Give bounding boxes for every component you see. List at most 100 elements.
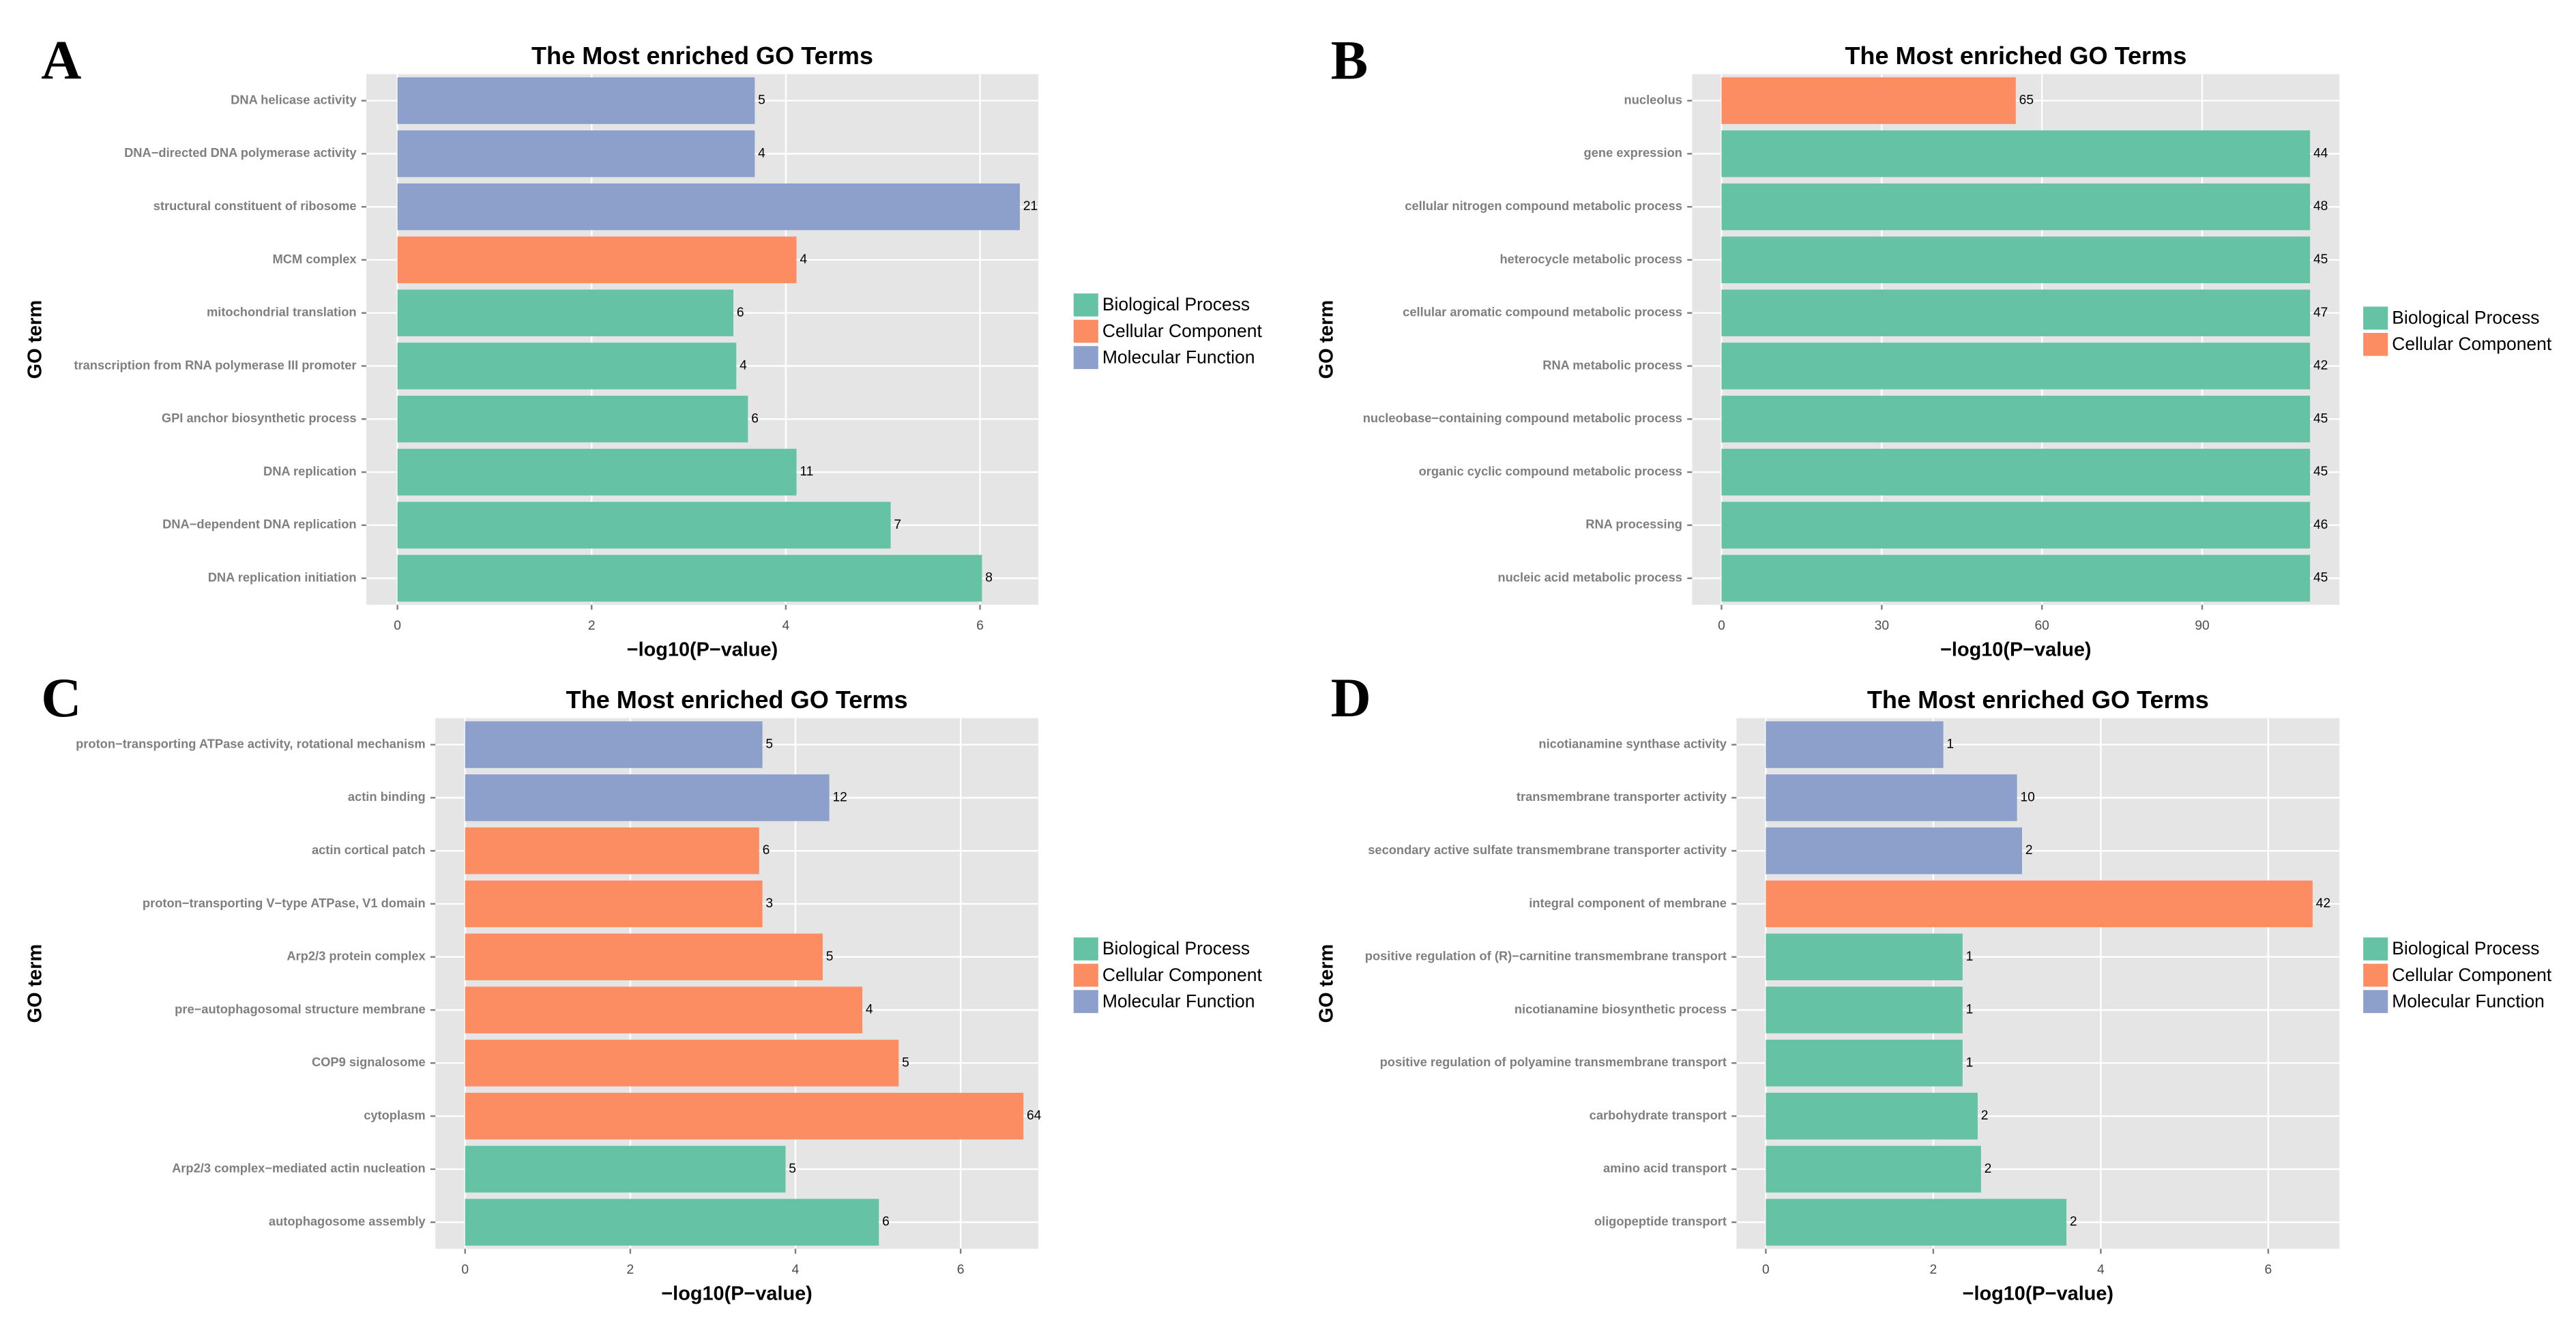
- x-tick-label: 2: [1930, 1263, 1937, 1277]
- legend-key: [2361, 331, 2390, 358]
- legend-key: [1072, 318, 1100, 345]
- y-tick-label: organic cyclic compound metabolic proces…: [1419, 464, 1682, 478]
- y-tick-label: integral component of membrane: [1529, 896, 1727, 910]
- bar: [1721, 236, 2311, 284]
- y-tick-label: actin binding: [348, 789, 426, 804]
- y-axis-title: GO term: [25, 944, 46, 1023]
- y-tick-label: DNA replication initiation: [208, 570, 357, 584]
- bar: [1721, 342, 2311, 390]
- panel-letter: D: [1331, 667, 1371, 729]
- bar: [465, 986, 863, 1034]
- bar: [397, 396, 748, 443]
- y-tick-label: secondary active sulfate transmembrane t…: [1368, 843, 1727, 857]
- x-tick-label: 4: [782, 619, 790, 633]
- y-tick-label: nicotianamine synthase activity: [1538, 736, 1727, 750]
- y-tick-label: amino acid transport: [1603, 1161, 1727, 1175]
- y-tick-label: MCM complex: [273, 252, 357, 266]
- chart-title: The Most enriched GO Terms: [1867, 686, 2209, 714]
- bar: [1766, 880, 2313, 928]
- y-tick-label: Arp2/3 protein complex: [287, 949, 426, 963]
- bar: [1721, 77, 2016, 124]
- bar-count-label: 46: [2313, 518, 2328, 532]
- bar-count-label: 7: [894, 518, 901, 532]
- bar: [1766, 774, 2017, 821]
- legend-key: [1072, 988, 1100, 1015]
- legend-key: [1072, 291, 1100, 319]
- bar: [1721, 555, 2311, 602]
- bar-count-label: 1: [1966, 1055, 1974, 1070]
- bar-count-label: 45: [2313, 571, 2328, 585]
- legend-label: Cellular Component: [2392, 965, 2552, 985]
- x-axis-title: −log10(P−value): [1940, 639, 2091, 661]
- legend-key: [1072, 962, 1100, 989]
- y-tick-label: autophagosome assembly: [269, 1214, 426, 1228]
- y-tick-label: carbohydrate transport: [1590, 1108, 1727, 1122]
- y-tick-label: COP9 signalosome: [312, 1055, 426, 1069]
- bar-count-label: 4: [758, 146, 765, 160]
- legend-label: Molecular Function: [1102, 347, 1255, 367]
- legend-key: [2361, 305, 2390, 332]
- bar-count-label: 45: [2313, 252, 2328, 267]
- y-tick-label: actin cortical patch: [312, 843, 426, 857]
- x-tick-label: 0: [1718, 619, 1725, 633]
- y-tick-label: proton−transporting ATPase activity, rot…: [76, 736, 426, 750]
- bar: [397, 77, 755, 124]
- y-tick-label: gene expression: [1584, 145, 1682, 160]
- bar-count-label: 6: [751, 411, 759, 426]
- y-tick-label: positive regulation of polyamine transme…: [1380, 1055, 1727, 1069]
- bar-count-label: 12: [832, 790, 847, 804]
- bar: [1766, 1199, 2067, 1246]
- y-tick-label: DNA helicase activity: [231, 92, 357, 106]
- y-tick-label: nucleic acid metabolic process: [1497, 570, 1682, 584]
- y-tick-label: DNA−directed DNA polymerase activity: [124, 145, 357, 160]
- bar-count-label: 45: [2313, 411, 2328, 426]
- y-tick-label: heterocycle metabolic process: [1499, 252, 1682, 266]
- y-tick-label: transmembrane transporter activity: [1517, 789, 1727, 804]
- bar: [1721, 289, 2311, 336]
- x-tick-label: 6: [2265, 1263, 2272, 1277]
- bar: [1766, 986, 1963, 1034]
- bar-count-label: 2: [1985, 1162, 1992, 1176]
- y-tick-label: positive regulation of (R)−carnitine tra…: [1365, 949, 1727, 963]
- y-tick-label: RNA metabolic process: [1542, 357, 1682, 372]
- bar: [397, 448, 797, 496]
- legend-label: Cellular Component: [1102, 321, 1263, 341]
- x-tick-label: 4: [792, 1263, 800, 1277]
- bar: [465, 774, 830, 821]
- bar: [1766, 1040, 1963, 1087]
- x-tick-label: 60: [2034, 619, 2049, 633]
- legend-key: [2361, 935, 2390, 963]
- bar-count-label: 65: [2019, 93, 2034, 108]
- bar-count-label: 1: [1946, 737, 1954, 752]
- bar: [397, 342, 737, 390]
- legend-key: [2361, 988, 2390, 1015]
- legend-label: Biological Process: [2392, 938, 2539, 958]
- panel: C The Most enriched GO Terms 0 2 4 6 proton−tr…: [25, 667, 1263, 1305]
- chart-title: The Most enriched GO Terms: [1845, 42, 2186, 70]
- bar: [465, 827, 759, 875]
- panel: B The Most enriched GO Terms 0 30 60 90 nucleo…: [1315, 29, 2551, 660]
- bar: [465, 1145, 786, 1193]
- bar-count-label: 6: [882, 1215, 890, 1229]
- x-axis-title: −log10(P−value): [661, 1283, 812, 1305]
- bar-count-label: 5: [902, 1055, 909, 1070]
- bar-count-label: 47: [2313, 306, 2328, 320]
- bar-count-label: 6: [763, 843, 770, 858]
- bar-count-label: 4: [866, 1003, 873, 1017]
- bar: [465, 1040, 899, 1087]
- bar: [1766, 721, 1944, 768]
- y-axis-title: GO term: [1315, 944, 1337, 1023]
- x-tick-label: 6: [976, 619, 984, 633]
- bar: [465, 880, 763, 928]
- bar-count-label: 5: [826, 950, 834, 964]
- legend-label: Cellular Component: [1102, 965, 1263, 985]
- y-tick-label: proton−transporting V−type ATPase, V1 do…: [143, 896, 426, 910]
- legend-key: [2361, 962, 2390, 989]
- legend-label: Molecular Function: [1102, 991, 1255, 1011]
- panel: A The Most enriched GO Terms 0 2 4 6 DNA helic…: [25, 29, 1263, 660]
- bar-count-label: 1: [1966, 1003, 1974, 1017]
- bar-count-label: 42: [2313, 359, 2328, 373]
- bar-count-label: 4: [740, 359, 747, 373]
- bar: [1721, 183, 2311, 231]
- bar: [1721, 396, 2311, 443]
